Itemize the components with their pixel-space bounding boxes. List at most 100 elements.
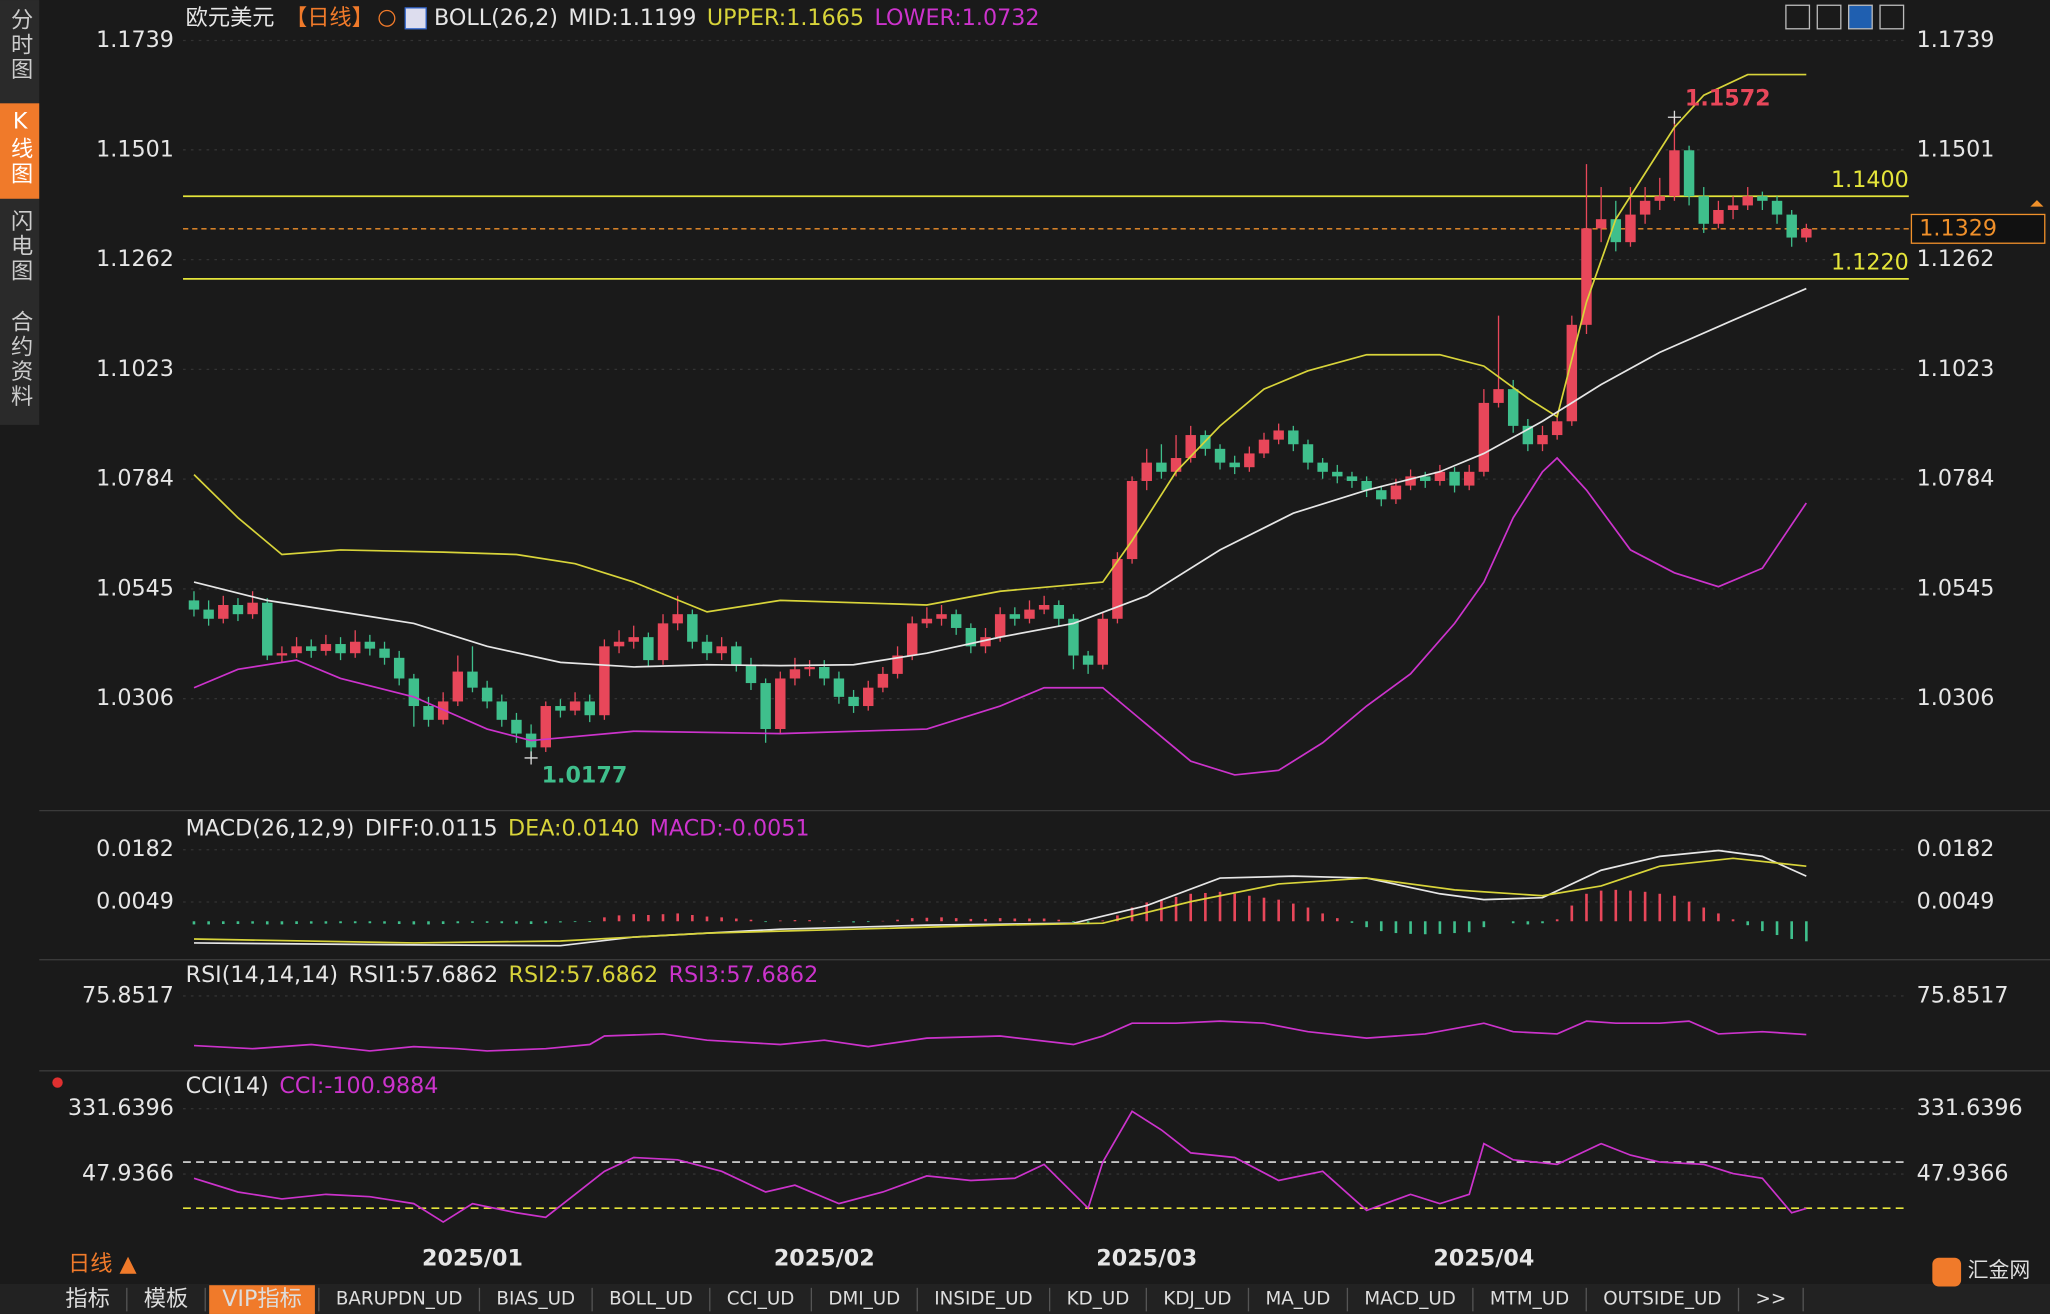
bottom-tab[interactable]: MACD_UD (1364, 1289, 1455, 1310)
candle-body (1434, 471, 1446, 481)
candle-body (1405, 476, 1416, 486)
indicator-line (193, 73, 1807, 613)
candle-body (335, 644, 346, 654)
candle-body (1654, 196, 1665, 201)
candle-body (1727, 205, 1739, 211)
panel-header: RSI(14,14,14) (186, 962, 338, 988)
y-tick-label-right: 1.1262 (1917, 246, 1995, 272)
candle-body (1038, 604, 1050, 610)
sidebar-tab[interactable]: 分时图 (7, 7, 33, 82)
x-tick-label: 2025/02 (774, 1246, 875, 1272)
indicator-line (193, 1110, 1807, 1224)
candle-body (1376, 490, 1387, 500)
candle-body (833, 678, 845, 697)
panel-header: MACD(26,12,9) (186, 815, 355, 841)
candle-body (306, 646, 317, 651)
candle-body (745, 664, 757, 684)
candle-body (1156, 462, 1167, 472)
extreme-marker (1667, 110, 1681, 124)
candle-body (349, 641, 361, 654)
sidebar (0, 0, 40, 425)
bottom-tab[interactable]: MA_UD (1265, 1289, 1330, 1310)
sidebar-tab[interactable]: 闪电图 (7, 209, 33, 284)
period-label[interactable]: 日线 ▲ (68, 1251, 138, 1277)
candle-body (262, 602, 273, 656)
bottom-tab[interactable]: KDJ_UD (1163, 1289, 1231, 1310)
candle-body (906, 623, 918, 656)
y-tick-label: 1.0784 (96, 466, 174, 492)
toolbar-icons[interactable] (1785, 4, 1905, 30)
bottom-tab[interactable]: INSIDE_UD (934, 1289, 1032, 1310)
y-tick-label: 75.8517 (82, 982, 174, 1008)
sidebar-tab-active (0, 103, 40, 199)
candle-body (599, 646, 610, 716)
bottom-tab[interactable]: >> (1756, 1289, 1787, 1310)
x-tick-label: 2025/04 (1433, 1246, 1534, 1272)
bottom-tab-active (209, 1285, 315, 1314)
candle-body (789, 669, 801, 679)
panel-header: RSI1:57.6862 (348, 962, 498, 988)
bottom-tab[interactable]: VIP指标 (222, 1286, 302, 1312)
bottom-bar (0, 1283, 2050, 1314)
icon[interactable] (1816, 4, 1842, 30)
candle-body (1771, 200, 1783, 215)
extreme-marker (524, 751, 538, 765)
candle-body (569, 701, 581, 711)
panel-header: UPPER:1.1665 (707, 5, 864, 31)
candle-body (276, 653, 288, 656)
candle-body (1595, 219, 1607, 229)
candle-body (1683, 150, 1695, 197)
bottom-tab[interactable]: DMI_UD (828, 1289, 900, 1310)
indicator-line (193, 1020, 1807, 1052)
y-tick-label-right: 1.1739 (1917, 27, 1995, 53)
icon[interactable] (1785, 4, 1811, 30)
panel-header: CCI(14) (186, 1073, 269, 1099)
candle-body (203, 609, 214, 619)
candle-body (1420, 476, 1431, 481)
last-price-box (1910, 213, 2046, 244)
candle-body (775, 678, 786, 730)
sidebar-tab[interactable]: 合约资料 (7, 309, 33, 409)
logo: 汇金网 (1968, 1258, 2031, 1282)
candle-body (540, 706, 551, 748)
last-price-label: 1.1329 (1919, 215, 1997, 241)
candle-body (1258, 439, 1270, 454)
candle-body (1478, 402, 1490, 472)
candle-body (1112, 559, 1123, 619)
candle-body (877, 673, 889, 688)
y-tick-label: 0.0182 (96, 836, 174, 862)
horizontal-line-label: 1.1400 (1831, 167, 1909, 193)
bottom-tab[interactable]: KD_UD (1067, 1289, 1130, 1310)
bottom-tab[interactable]: CCI_UD (727, 1289, 795, 1310)
candle-body (1507, 389, 1519, 426)
candle-body (643, 637, 654, 661)
candle-body (1361, 480, 1372, 491)
bottom-tab[interactable]: BOLL_UD (609, 1289, 693, 1310)
bottom-tab[interactable]: BARUPDN_UD (336, 1289, 463, 1310)
bottom-tab[interactable]: 指标 (65, 1286, 109, 1312)
y-tick-label-right: 0.0182 (1917, 836, 1995, 862)
candle-body (1053, 604, 1065, 619)
candle-body (921, 618, 933, 624)
candle-body (1097, 618, 1108, 665)
candle-body (1068, 618, 1079, 656)
candle-body (1141, 462, 1152, 481)
bottom-tab[interactable]: MTM_UD (1490, 1289, 1569, 1310)
candle-body (716, 646, 727, 654)
bottom-tab[interactable]: 模板 (144, 1286, 188, 1312)
icon (378, 9, 396, 27)
candle-body (291, 646, 302, 654)
bottom-tab[interactable]: OUTSIDE_UD (1603, 1289, 1721, 1310)
candle-body (511, 719, 522, 734)
candle-body (1463, 471, 1475, 486)
icon[interactable] (1879, 4, 1905, 30)
y-tick-label-right: 1.0306 (1917, 685, 1995, 711)
sidebar-tab[interactable]: K线图 (7, 109, 33, 187)
candle-body (1610, 219, 1622, 243)
bottom-tab[interactable]: BIAS_UD (496, 1289, 575, 1310)
candle-body (628, 637, 639, 642)
icon[interactable] (1848, 4, 1873, 30)
candle-body (1302, 444, 1314, 463)
candle-body (1566, 324, 1578, 422)
candle-body (1288, 430, 1299, 445)
